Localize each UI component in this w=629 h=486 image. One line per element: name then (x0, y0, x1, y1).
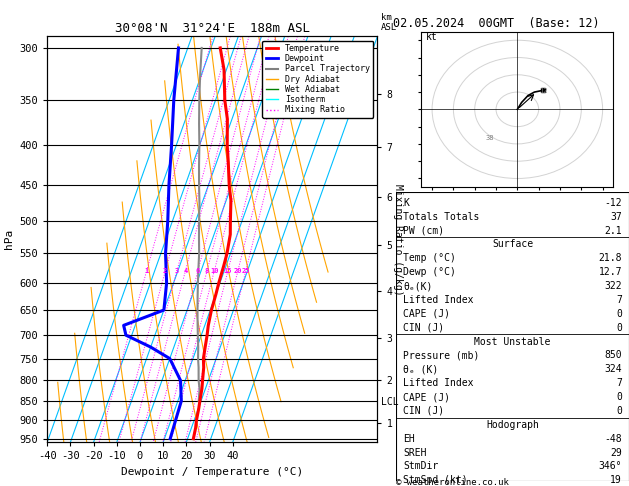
X-axis label: Dewpoint / Temperature (°C): Dewpoint / Temperature (°C) (121, 467, 303, 477)
Text: StmDir: StmDir (403, 462, 438, 471)
Text: 20: 20 (233, 268, 242, 275)
Text: 7: 7 (616, 295, 622, 305)
Text: 0: 0 (616, 323, 622, 333)
Text: 322: 322 (604, 281, 622, 291)
Text: Lifted Index: Lifted Index (403, 378, 474, 388)
Text: Pressure (mb): Pressure (mb) (403, 350, 480, 361)
Text: 2: 2 (163, 268, 167, 275)
Y-axis label: Mixing Ratio (g/kg): Mixing Ratio (g/kg) (393, 184, 403, 295)
Text: 12: 12 (538, 88, 547, 94)
Text: CIN (J): CIN (J) (403, 406, 444, 416)
Text: 38: 38 (486, 136, 494, 141)
Text: © weatheronline.co.uk: © weatheronline.co.uk (396, 478, 509, 486)
Text: 324: 324 (604, 364, 622, 374)
Text: StmSpd (kt): StmSpd (kt) (403, 475, 468, 486)
Text: θₑ (K): θₑ (K) (403, 364, 438, 374)
Text: PW (cm): PW (cm) (403, 226, 444, 236)
Text: 6: 6 (196, 268, 200, 275)
Text: 21.8: 21.8 (599, 253, 622, 263)
Text: Most Unstable: Most Unstable (474, 337, 551, 347)
Text: 7: 7 (616, 378, 622, 388)
Text: Hodograph: Hodograph (486, 420, 539, 430)
Text: 850: 850 (604, 350, 622, 361)
Text: 02.05.2024  00GMT  (Base: 12): 02.05.2024 00GMT (Base: 12) (393, 17, 599, 30)
Text: 0: 0 (616, 309, 622, 319)
Title: 30°08'N  31°24'E  188m ASL: 30°08'N 31°24'E 188m ASL (114, 22, 310, 35)
Text: Surface: Surface (492, 240, 533, 249)
Text: θₑ(K): θₑ(K) (403, 281, 433, 291)
Legend: Temperature, Dewpoint, Parcel Trajectory, Dry Adiabat, Wet Adiabat, Isotherm, Mi: Temperature, Dewpoint, Parcel Trajectory… (262, 41, 373, 118)
Text: Dewp (°C): Dewp (°C) (403, 267, 456, 277)
Text: K: K (403, 198, 409, 208)
Text: 10: 10 (210, 268, 218, 275)
Text: km
ASL: km ASL (381, 13, 397, 33)
Text: 37: 37 (610, 211, 622, 222)
Text: 0: 0 (616, 406, 622, 416)
Text: 8: 8 (205, 268, 209, 275)
Text: CIN (J): CIN (J) (403, 323, 444, 333)
Text: kt: kt (426, 32, 437, 42)
Text: 12.7: 12.7 (599, 267, 622, 277)
Text: CAPE (J): CAPE (J) (403, 392, 450, 402)
Y-axis label: hPa: hPa (4, 229, 14, 249)
Text: 29: 29 (610, 448, 622, 458)
Text: 1: 1 (145, 268, 148, 275)
Text: Temp (°C): Temp (°C) (403, 253, 456, 263)
Text: -48: -48 (604, 434, 622, 444)
Text: -12: -12 (604, 198, 622, 208)
Text: 2.1: 2.1 (604, 226, 622, 236)
Text: Totals Totals: Totals Totals (403, 211, 480, 222)
Text: 25: 25 (242, 268, 250, 275)
Text: 0: 0 (616, 392, 622, 402)
Text: 4: 4 (183, 268, 187, 275)
Text: LCL: LCL (381, 397, 398, 407)
Text: 19: 19 (610, 475, 622, 486)
Text: 346°: 346° (599, 462, 622, 471)
Text: EH: EH (403, 434, 415, 444)
Text: 15: 15 (223, 268, 232, 275)
Text: 3: 3 (175, 268, 179, 275)
Text: Lifted Index: Lifted Index (403, 295, 474, 305)
Text: SREH: SREH (403, 448, 426, 458)
Text: CAPE (J): CAPE (J) (403, 309, 450, 319)
